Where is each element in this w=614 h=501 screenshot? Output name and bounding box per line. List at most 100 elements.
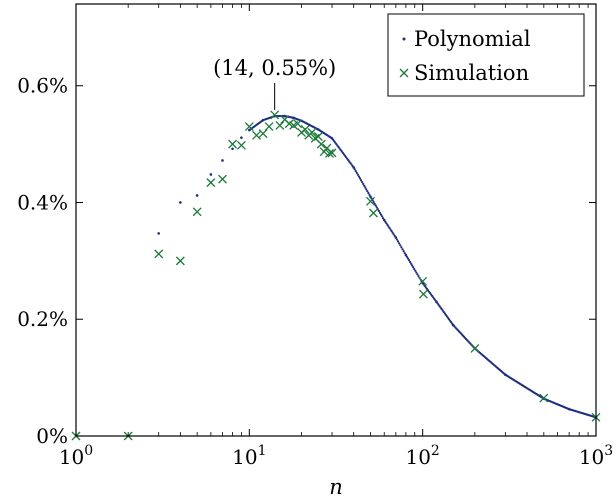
series-polynomial: [157, 114, 598, 419]
polynomial-point: [179, 201, 182, 204]
annotation-label: (14, 0.55%): [213, 56, 336, 80]
polynomial-point: [385, 222, 388, 225]
polynomial-point: [387, 225, 390, 228]
polynomial-point: [357, 175, 361, 178]
polynomial-point: [375, 206, 378, 209]
legend: Polynomial Simulation: [387, 13, 585, 97]
simulation-point: [325, 148, 334, 158]
polynomial-point: [388, 226, 391, 230]
polynomial-point: [382, 217, 385, 220]
simulation-point: [228, 139, 237, 149]
legend-marker-simulation: [399, 68, 409, 78]
simulation-point: [470, 343, 480, 353]
polynomial-point: [368, 193, 371, 196]
polynomial-point: [195, 194, 199, 197]
axis-ticks: 100 101 102 103 0% 0.2% 0.4% 0.6%: [17, 4, 613, 469]
polynomial-point: [372, 200, 375, 204]
y-tick-label: 0.6%: [17, 74, 68, 98]
polynomial-point: [403, 251, 406, 255]
polynomial-point: [391, 231, 394, 234]
simulation-point: [264, 122, 274, 132]
polynomial-point: [377, 209, 381, 213]
polynomial-point: [221, 159, 224, 162]
polynomial-point: [364, 186, 367, 189]
simulation-point: [418, 276, 428, 286]
polynomial-point: [354, 170, 357, 173]
polynomial-point: [353, 168, 356, 171]
polynomial-point: [411, 264, 414, 267]
x-axis-label: n: [329, 475, 343, 499]
x-tick-label: 103: [579, 443, 613, 469]
series-simulation: [71, 110, 601, 441]
polynomial-point: [400, 246, 403, 249]
simulation-point: [539, 393, 549, 403]
polynomial-point: [362, 182, 365, 185]
simulation-point: [327, 148, 337, 158]
plot-marks: [71, 110, 601, 441]
simulation-point: [307, 127, 317, 137]
y-tick-label: 0.4%: [17, 190, 68, 214]
legend-box: [387, 13, 585, 97]
polynomial-point: [379, 213, 383, 216]
simulation-point: [300, 125, 310, 134]
polynomial-point: [231, 147, 234, 151]
polynomial-point: [360, 180, 364, 184]
simulation-point: [270, 110, 280, 120]
legend-label: Polynomial: [414, 27, 531, 51]
polynomial-point: [410, 262, 413, 265]
polynomial-point: [381, 215, 384, 218]
simulation-point: [258, 129, 268, 139]
polynomial-point: [396, 240, 400, 243]
polynomial-point: [405, 255, 409, 258]
polynomial-point: [363, 184, 366, 187]
polynomial-point: [390, 230, 393, 233]
x-tick-label: 100: [59, 443, 93, 469]
legend-label: Simulation: [414, 61, 529, 85]
polynomial-point: [392, 233, 395, 236]
polynomial-point: [416, 273, 419, 276]
polynomial-point: [386, 223, 389, 226]
simulation-point: [275, 120, 285, 130]
simulation-point: [418, 289, 428, 299]
polynomial-point: [412, 266, 415, 269]
simulation-point: [236, 140, 246, 150]
polynomial-point: [157, 232, 161, 235]
polynomial-point: [394, 236, 398, 239]
y-tick-label: 0%: [36, 424, 68, 448]
polynomial-point: [366, 190, 369, 193]
polynomial-point: [384, 220, 387, 223]
simulation-point: [293, 119, 303, 129]
polynomial-point: [359, 179, 363, 182]
simulation-point: [154, 249, 164, 259]
polynomial-point: [408, 260, 412, 264]
polynomial-point: [413, 267, 416, 271]
polynomial-point: [402, 250, 405, 253]
x-tick-label: 101: [232, 443, 266, 469]
simulation-point: [313, 132, 323, 141]
simulation-point: [218, 174, 227, 184]
polynomial-point: [374, 204, 377, 207]
simulation-point: [316, 139, 326, 149]
polynomial-point: [389, 228, 392, 231]
simulation-point: [244, 122, 254, 132]
polynomial-point: [395, 238, 399, 241]
simulation-point: [206, 178, 216, 188]
simulation-point: [368, 208, 378, 218]
simulation-point: [192, 207, 202, 217]
polynomial-point: [398, 242, 401, 245]
polynomial-point: [404, 253, 408, 257]
simulation-point: [366, 196, 375, 206]
y-tick-label: 0.2%: [17, 307, 68, 331]
polynomial-point: [367, 191, 370, 195]
polynomial-point: [415, 271, 418, 274]
simulation-point: [252, 130, 261, 140]
polynomial-point: [399, 244, 402, 247]
polynomial-point: [209, 173, 213, 176]
polynomial-point: [240, 136, 243, 139]
polynomial-point: [414, 269, 417, 272]
polynomial-point: [417, 274, 420, 278]
legend-marker-polynomial: [402, 37, 406, 41]
polynomial-point: [358, 177, 362, 180]
polynomial-point: [355, 171, 358, 175]
